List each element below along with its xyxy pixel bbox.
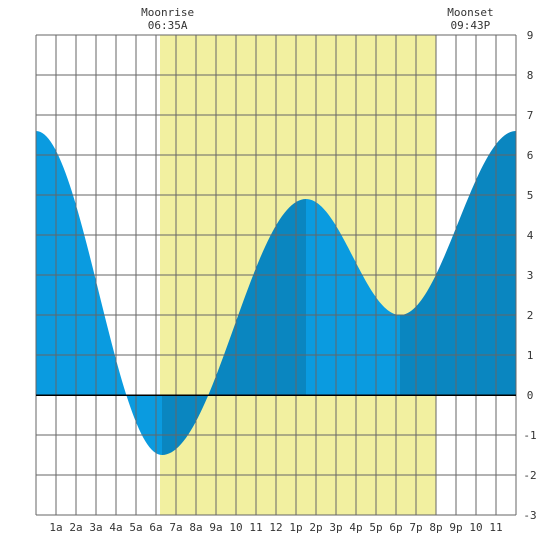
moonset-label: Moonset: [447, 6, 493, 19]
y-tick-label: 8: [527, 69, 534, 82]
y-tick-label: 6: [527, 149, 534, 162]
x-tick-label: 10: [469, 521, 482, 534]
x-tick-label: 9p: [449, 521, 462, 534]
y-tick-label: 0: [527, 389, 534, 402]
y-tick-label: -3: [523, 509, 536, 522]
x-tick-label: 3p: [329, 521, 342, 534]
x-tick-label: 4p: [349, 521, 362, 534]
tide-area-segment-1: [36, 131, 162, 455]
x-tick-label: 2p: [309, 521, 322, 534]
x-tick-label: 11: [489, 521, 502, 534]
x-tick-label: 7a: [169, 521, 182, 534]
y-tick-label: 2: [527, 309, 534, 322]
moonset-time: 09:43P: [451, 19, 491, 32]
y-tick-label: -2: [523, 469, 536, 482]
y-tick-label: 7: [527, 109, 534, 122]
x-tick-label: 5a: [129, 521, 142, 534]
x-tick-label: 8p: [429, 521, 442, 534]
x-tick-label: 4a: [109, 521, 122, 534]
x-tick-label: 2a: [69, 521, 82, 534]
x-tick-label: 3a: [89, 521, 102, 534]
y-tick-label: 1: [527, 349, 534, 362]
x-tick-label: 9a: [209, 521, 222, 534]
x-tick-label: 1a: [49, 521, 62, 534]
x-tick-label: 12: [269, 521, 282, 534]
y-tick-label: 4: [527, 229, 534, 242]
x-tick-label: 1p: [289, 521, 302, 534]
tide-area-group: [36, 131, 516, 455]
moonrise-label: Moonrise: [141, 6, 194, 19]
tide-area-segment-2: [162, 199, 306, 455]
tide-area-segment-4: [400, 131, 516, 395]
x-tick-label: 10: [229, 521, 242, 534]
x-tick-label: 5p: [369, 521, 382, 534]
y-tick-label: -1: [523, 429, 536, 442]
y-tick-label: 3: [527, 269, 534, 282]
moonrise-time: 06:35A: [148, 19, 188, 32]
x-tick-label: 7p: [409, 521, 422, 534]
y-tick-label: 9: [527, 29, 534, 42]
x-tick-label: 6a: [149, 521, 162, 534]
y-tick-label: 5: [527, 189, 534, 202]
x-tick-label: 8a: [189, 521, 202, 534]
x-tick-label: 11: [249, 521, 262, 534]
tick-label-group: 1a 2a 3a 4a 5a 6a 7a 8a 9a 10 11 12 1p 2p 3p 4p 5p 6p 7p 8p…: [49, 29, 536, 534]
x-tick-label: 6p: [389, 521, 402, 534]
